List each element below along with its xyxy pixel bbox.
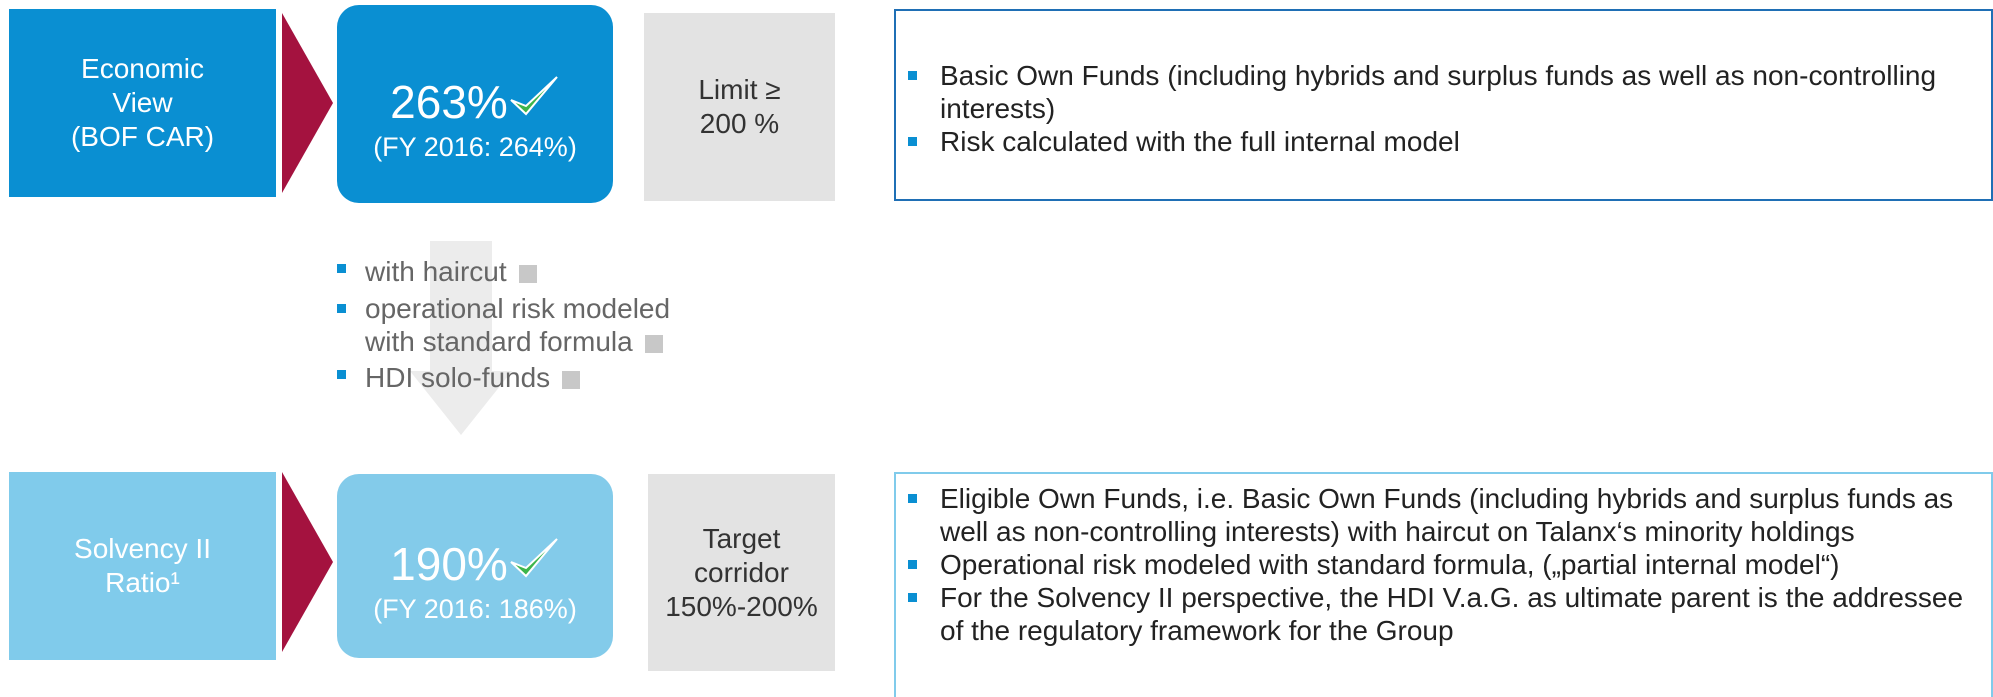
previous: (FY 2016: 186%)	[373, 594, 577, 624]
label-line: View	[112, 87, 173, 118]
adjustment-text: operational risk modeled with standard f…	[365, 293, 671, 357]
ratio: 190%	[390, 538, 508, 590]
bullet: Eligible Own Funds, i.e. Basic Own Funds…	[896, 482, 1966, 548]
target-line: Target	[702, 522, 781, 554]
adjustment: operational risk modeled with standard f…	[325, 292, 715, 358]
up-icon	[562, 370, 581, 389]
economic-ratio-box: 263% (FY 2016: 264%)	[337, 5, 613, 203]
economic-label: Economic View (BOF CAR)	[9, 9, 276, 197]
target-line: 150%-200%	[665, 590, 818, 622]
down-icon	[644, 334, 663, 353]
down-icon	[518, 264, 537, 283]
solvency-ratio-box: 190% (FY 2016: 186%)	[337, 474, 613, 658]
label-line: Solvency II	[74, 533, 211, 564]
target-line: corridor	[694, 556, 789, 588]
label-line: (BOF CAR)	[70, 121, 215, 152]
limit-line: Limit ≥	[698, 74, 781, 105]
solvency-info: Eligible Own Funds, i.e. Basic Own Funds…	[894, 472, 1993, 697]
target-box: Target corridor 150%-200%	[648, 474, 835, 671]
economic-info: Basic Own Funds (including hybrids and s…	[894, 9, 1993, 201]
bullet-list: Basic Own Funds (including hybrids and s…	[896, 59, 1946, 158]
ratio-row: 190%	[390, 536, 560, 592]
bullet: Basic Own Funds (including hybrids and s…	[896, 59, 1946, 125]
adjustment-text: HDI solo-funds	[365, 362, 551, 393]
bullet: Risk calculated with the full internal m…	[896, 125, 1946, 158]
adjustment: HDI solo-funds	[325, 358, 725, 398]
adjustment: with haircut	[325, 252, 725, 292]
label-line: Ratio¹	[105, 567, 180, 598]
bullet: Operational risk modeled with standard f…	[896, 548, 1966, 581]
check-icon	[510, 76, 558, 116]
limit-line: 200 %	[699, 108, 780, 139]
arrow	[282, 13, 333, 193]
solvency-label: Solvency II Ratio¹	[9, 472, 276, 660]
bullet-list: Eligible Own Funds, i.e. Basic Own Funds…	[896, 482, 1966, 647]
adjustments: with haircut operational risk modeled wi…	[325, 252, 725, 398]
label-line: Economic	[81, 53, 204, 84]
arrow	[282, 472, 333, 652]
down-arrow	[410, 241, 512, 435]
limit-box: Limit ≥ 200 %	[644, 13, 835, 201]
check-icon	[510, 538, 558, 578]
ratio: 263%	[390, 76, 508, 128]
bullet: For the Solvency II perspective, the HDI…	[896, 581, 1966, 647]
adjustment-text: with haircut	[365, 256, 507, 287]
ratio-row: 263%	[390, 74, 560, 130]
previous: (FY 2016: 264%)	[373, 132, 577, 162]
